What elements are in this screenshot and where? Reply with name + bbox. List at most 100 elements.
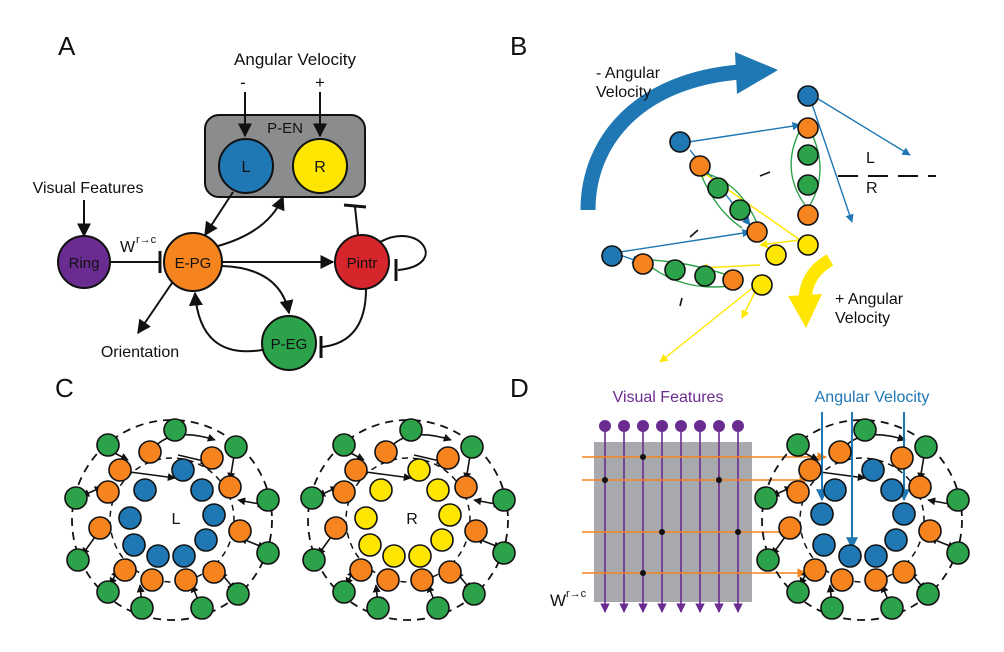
minus-angular-label: - Angular: [596, 65, 661, 82]
weight-dot: [602, 477, 608, 483]
d-node-blue: [861, 458, 885, 482]
weight-dot: [640, 570, 646, 576]
pintr-node: [334, 234, 390, 290]
panel-b-letter: B: [510, 31, 527, 61]
d-node-blue: [880, 478, 904, 502]
b-node-green: [797, 144, 819, 166]
d-outer-dashed: [761, 419, 963, 621]
d-node-orange: [798, 458, 822, 482]
c-node-yellow: [426, 478, 450, 502]
c-node-green: [399, 418, 423, 442]
b-node-blue: [797, 85, 819, 107]
d-node-green: [756, 548, 780, 572]
c-node-yellow: [408, 544, 432, 568]
b-right-label: R: [866, 180, 878, 197]
c-node-green: [226, 582, 250, 606]
angular-velocity-title: Angular Velocity: [815, 389, 930, 406]
c-node-orange: [202, 560, 226, 584]
c-node-orange: [218, 475, 242, 499]
angular-velocity-label: Angular Velocity: [234, 50, 356, 69]
d-node-green: [754, 486, 778, 510]
d-node-orange: [803, 558, 827, 582]
c-node-orange: [454, 475, 478, 499]
c-node-orange: [174, 568, 198, 592]
vf-node: [732, 420, 744, 432]
pen-right-node: [292, 138, 348, 194]
d-ring: [754, 412, 970, 621]
weight-dot: [659, 529, 665, 535]
c-node-orange: [138, 440, 162, 464]
b-node-blue: [601, 245, 623, 267]
d-node-orange: [786, 480, 810, 504]
d-node-orange: [864, 568, 888, 592]
pen-right-label: R: [314, 159, 326, 176]
d-node-blue: [810, 502, 834, 526]
epg-label: E-PG: [175, 255, 212, 272]
c-node-yellow: [430, 528, 454, 552]
b-dashes: [679, 171, 771, 307]
panel-d-letter: D: [510, 373, 529, 403]
epg-to-orientation-arrow: [137, 282, 173, 335]
panel-b: B - Angular Velocity + Angular Velocity …: [510, 31, 936, 363]
c-node-blue: [194, 528, 218, 552]
b-node-green: [694, 265, 716, 287]
pen-to-epg-arrow: [204, 191, 234, 237]
pintr-self-inhibit: [379, 235, 427, 271]
c-left-outer-dashed: [71, 419, 273, 621]
peg-node: [261, 315, 317, 371]
weight-matrix-box: [594, 442, 752, 602]
d-node-green: [914, 435, 938, 459]
d-inner-dashed: [799, 457, 925, 583]
c-node-yellow: [369, 478, 393, 502]
c-node-yellow: [382, 544, 406, 568]
c-node-yellow: [407, 458, 431, 482]
d-node-green: [946, 488, 970, 512]
d-node-orange: [892, 560, 916, 584]
b-node-orange: [722, 269, 744, 291]
c-node-green: [66, 548, 90, 572]
weight-dot: [640, 454, 646, 460]
b-node-yellow: [797, 234, 819, 256]
b-node-yellow: [765, 244, 787, 266]
plus-velocity-label: Velocity: [835, 310, 890, 327]
pintr-to-pen-inhibit: [354, 206, 359, 236]
orientation-label: Orientation: [101, 344, 179, 361]
c-left-nodes: [64, 418, 280, 620]
c-node-green: [332, 433, 356, 457]
pintr-to-peg-inhibit: [321, 288, 367, 348]
c-right-label: R: [406, 511, 418, 528]
d-node-green: [786, 433, 810, 457]
plus-angular-arrowhead: [788, 294, 822, 328]
minus-angular-arrowhead: [735, 52, 778, 94]
d-node-orange: [890, 446, 914, 470]
b-blue-connections: [619, 96, 911, 264]
b-node-orange: [797, 117, 819, 139]
c-node-blue: [133, 478, 157, 502]
plus-sign: +: [315, 73, 325, 92]
c-node-blue: [190, 478, 214, 502]
pintr-to-pen-bar: [343, 203, 367, 209]
d-node-blue: [823, 478, 847, 502]
c-node-green: [426, 596, 450, 620]
visual-features-title: Visual Features: [613, 389, 724, 406]
weight-dot: [716, 477, 722, 483]
d-node-orange: [830, 568, 854, 592]
pintr-label: Pintr: [347, 255, 378, 272]
vf-node: [675, 420, 687, 432]
c-node-yellow: [354, 506, 378, 530]
peg-label: P-EG: [271, 336, 308, 353]
c-left-label: L: [172, 511, 181, 528]
c-node-green: [256, 488, 280, 512]
c-node-orange: [464, 519, 488, 543]
c-node-green: [492, 541, 516, 565]
c-node-yellow: [438, 503, 462, 527]
c-node-green: [300, 486, 324, 510]
b-nodes: [601, 85, 819, 296]
weight-superscript: r→c: [136, 234, 157, 246]
b-left-label: L: [866, 150, 875, 167]
b-node-green: [797, 174, 819, 196]
c-node-orange: [374, 440, 398, 464]
vf-node: [694, 420, 706, 432]
c-node-green: [224, 435, 248, 459]
c-node-blue: [171, 458, 195, 482]
